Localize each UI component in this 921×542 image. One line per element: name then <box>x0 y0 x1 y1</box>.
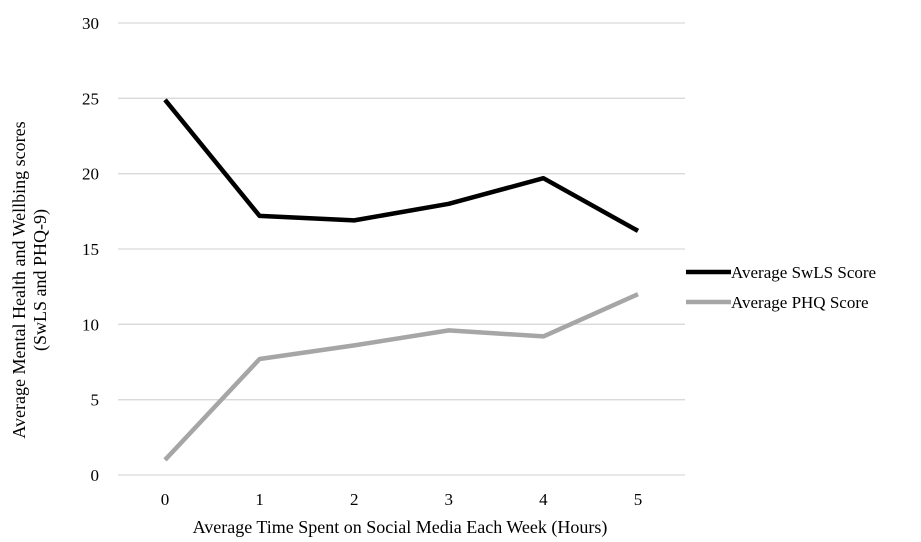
x-axis-title: Average Time Spent on Social Media Each … <box>193 517 608 538</box>
y-tick-label: 10 <box>82 315 99 334</box>
legend: Average SwLS Score Average PHQ Score <box>686 263 876 312</box>
series-lines <box>163 98 640 462</box>
y-axis-title: Average Mental Health and Wellbing score… <box>9 121 51 438</box>
x-tick-label: 1 <box>255 490 264 509</box>
x-tick-label: 2 <box>350 490 359 509</box>
x-axis-ticks: 0 1 2 3 4 5 <box>161 490 643 509</box>
y-tick-label: 15 <box>82 240 99 259</box>
gridlines <box>118 22 685 476</box>
y-axis-title-line-1: Average Mental Health and Wellbing score… <box>9 121 29 438</box>
y-tick-label: 30 <box>82 14 99 33</box>
x-tick-label: 4 <box>539 490 548 509</box>
x-tick-label: 5 <box>634 490 643 509</box>
x-tick-label: 3 <box>445 490 454 509</box>
y-axis-title-line-2: (SwLS and PHQ-9) <box>30 209 51 351</box>
y-tick-label: 25 <box>82 89 99 108</box>
legend-label-0: Average SwLS Score <box>731 263 876 282</box>
series-line-1 <box>163 292 639 462</box>
y-tick-label: 5 <box>91 391 100 410</box>
y-tick-label: 0 <box>91 466 100 485</box>
y-axis-ticks: 0 5 10 15 20 25 30 <box>82 14 99 485</box>
series-line-0 <box>163 98 640 233</box>
y-tick-label: 20 <box>82 165 99 184</box>
x-tick-label: 0 <box>161 490 170 509</box>
legend-label-1: Average PHQ Score <box>731 293 869 312</box>
